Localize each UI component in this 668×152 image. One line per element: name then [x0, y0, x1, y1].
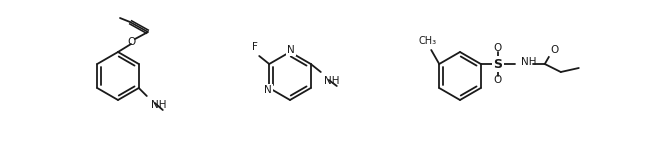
Text: NH: NH: [324, 76, 339, 86]
Text: O: O: [494, 75, 502, 85]
Text: O: O: [551, 45, 559, 55]
Text: F: F: [253, 42, 258, 52]
Text: N: N: [265, 85, 272, 95]
Text: CH₃: CH₃: [418, 36, 436, 46]
Text: S: S: [493, 57, 502, 71]
Text: NH: NH: [521, 57, 536, 67]
Text: O: O: [494, 43, 502, 53]
Text: N: N: [287, 45, 295, 55]
Text: O: O: [128, 37, 136, 47]
Text: NH: NH: [151, 100, 166, 110]
